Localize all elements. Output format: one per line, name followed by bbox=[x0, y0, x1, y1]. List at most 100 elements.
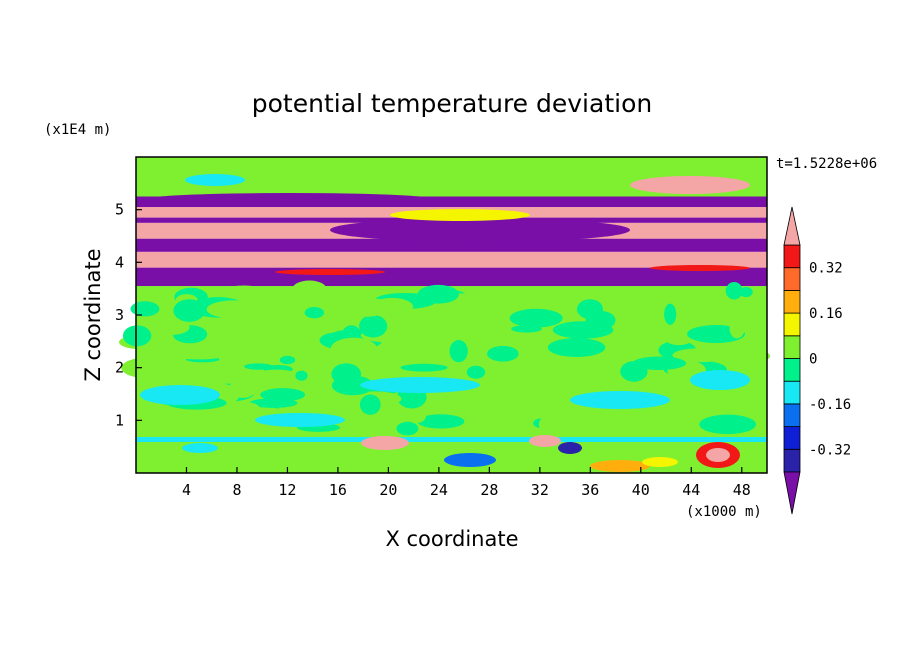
contour-patch-cyan bbox=[255, 413, 345, 427]
contour-patch bbox=[687, 306, 710, 322]
contour-band-4 bbox=[136, 238, 767, 252]
contour-patch bbox=[330, 337, 377, 360]
y-axis: 1 2 3 4 5 bbox=[115, 201, 142, 429]
contour-patch bbox=[570, 357, 610, 375]
contour-patch-red bbox=[650, 265, 750, 271]
contour-patch bbox=[460, 390, 524, 413]
colorbar-bin bbox=[783, 312, 801, 337]
y-tick-label: 2 bbox=[115, 359, 124, 377]
contour-patch bbox=[279, 355, 296, 365]
colorbar-label: 0 bbox=[809, 352, 817, 368]
contour-patch bbox=[122, 325, 152, 347]
contour-patch bbox=[244, 363, 273, 370]
contour-patch-yellow bbox=[642, 457, 678, 467]
contour-patch bbox=[400, 363, 448, 372]
contour-patch bbox=[216, 420, 234, 442]
contour-patch bbox=[474, 336, 520, 344]
contour-patch-cyan bbox=[570, 391, 670, 409]
contour-patch bbox=[739, 287, 753, 298]
contour-patch-orange bbox=[590, 460, 650, 472]
contour-patch bbox=[729, 318, 745, 339]
y-unit-label: (x1E4 m) bbox=[44, 122, 111, 138]
contour-patch bbox=[130, 301, 160, 317]
contour-patch bbox=[712, 347, 770, 365]
contour-features bbox=[119, 174, 770, 472]
contour-patch bbox=[632, 356, 687, 371]
contour-patch bbox=[294, 330, 319, 350]
colorbar-bottom-arrow bbox=[783, 471, 801, 515]
colorbar: 0.32 0.16 0 -0.16 -0.32 bbox=[783, 206, 851, 515]
y-tick-label: 4 bbox=[115, 253, 124, 271]
contour-line-cyan bbox=[136, 437, 767, 442]
contour-patch bbox=[188, 342, 212, 356]
colorbar-bin bbox=[783, 403, 801, 427]
contour-patch-purple bbox=[330, 218, 630, 242]
contour-patch-yellow bbox=[390, 209, 530, 221]
colorbar-bin bbox=[783, 358, 801, 382]
contour-patch bbox=[666, 334, 692, 346]
contour-patch bbox=[417, 414, 465, 429]
contour-patch bbox=[396, 421, 419, 436]
y-tick-label: 3 bbox=[115, 306, 124, 324]
contour-patch bbox=[529, 286, 543, 296]
contour-patch-pink bbox=[529, 435, 561, 447]
y-tick-label: 1 bbox=[115, 411, 124, 429]
contour-patch-cyan bbox=[140, 385, 220, 405]
contour-patch bbox=[151, 319, 190, 336]
contour-patch bbox=[487, 345, 519, 362]
x-tick-label: 32 bbox=[531, 481, 549, 499]
contour-patch-cyan bbox=[182, 443, 218, 453]
contour-patch bbox=[348, 410, 396, 433]
contour-patch bbox=[664, 303, 677, 325]
chart-title: potential temperature deviation bbox=[252, 89, 652, 118]
contour-patch bbox=[317, 370, 333, 388]
contour-patch bbox=[136, 354, 172, 371]
contour-patch-purple bbox=[140, 193, 440, 207]
colorbar-bin bbox=[783, 267, 801, 291]
x-tick-label: 8 bbox=[232, 481, 241, 499]
colorbar-bin bbox=[783, 335, 801, 359]
contour-patch bbox=[234, 402, 262, 422]
x-tick-label: 20 bbox=[379, 481, 397, 499]
contour-band-8 bbox=[136, 196, 767, 208]
contour-patch bbox=[664, 377, 696, 398]
contour-patch bbox=[552, 321, 614, 339]
colorbar-label: -0.32 bbox=[809, 442, 851, 458]
contour-patch-pink bbox=[361, 436, 409, 450]
contour-patch bbox=[547, 337, 606, 358]
contour-patch-red bbox=[275, 269, 385, 275]
contour-patch bbox=[449, 340, 468, 363]
colorbar-label: 0.32 bbox=[809, 261, 843, 277]
contour-patch bbox=[725, 282, 743, 300]
contour-patch bbox=[229, 377, 257, 398]
contour-patch bbox=[319, 300, 368, 310]
x-unit-label: (x1000 m) bbox=[686, 504, 762, 520]
contour-patch-pink bbox=[630, 176, 750, 194]
x-tick-label: 4 bbox=[182, 481, 191, 499]
x-tick-label: 24 bbox=[430, 481, 448, 499]
colorbar-bin bbox=[783, 244, 801, 269]
contour-patch-navy bbox=[558, 442, 582, 454]
contour-patch bbox=[696, 400, 757, 411]
colorbar-bin bbox=[783, 426, 801, 450]
x-axis: 4 8 12 16 20 24 28 32 36 40 44 48 bbox=[182, 467, 751, 499]
contour-patch bbox=[427, 347, 440, 366]
colorbar-bin bbox=[783, 448, 801, 473]
contour-patch bbox=[697, 299, 728, 307]
contour-patch-cyan bbox=[185, 174, 245, 186]
contour-patch bbox=[156, 365, 212, 390]
x-axis-label: X coordinate bbox=[385, 527, 518, 551]
x-tick-label: 48 bbox=[733, 481, 751, 499]
x-tick-label: 28 bbox=[480, 481, 498, 499]
contour-patch bbox=[538, 414, 561, 435]
contour-patch bbox=[295, 370, 308, 381]
contour-patch bbox=[699, 414, 757, 435]
colorbar-label: -0.16 bbox=[809, 397, 851, 413]
x-tick-label: 44 bbox=[682, 481, 700, 499]
x-tick-label: 12 bbox=[278, 481, 296, 499]
contour-patch-pink bbox=[706, 448, 730, 462]
colorbar-bin bbox=[783, 380, 801, 405]
contour-patch bbox=[371, 297, 414, 316]
contour-patch-cyan bbox=[360, 377, 480, 393]
contour-patch bbox=[305, 317, 345, 334]
